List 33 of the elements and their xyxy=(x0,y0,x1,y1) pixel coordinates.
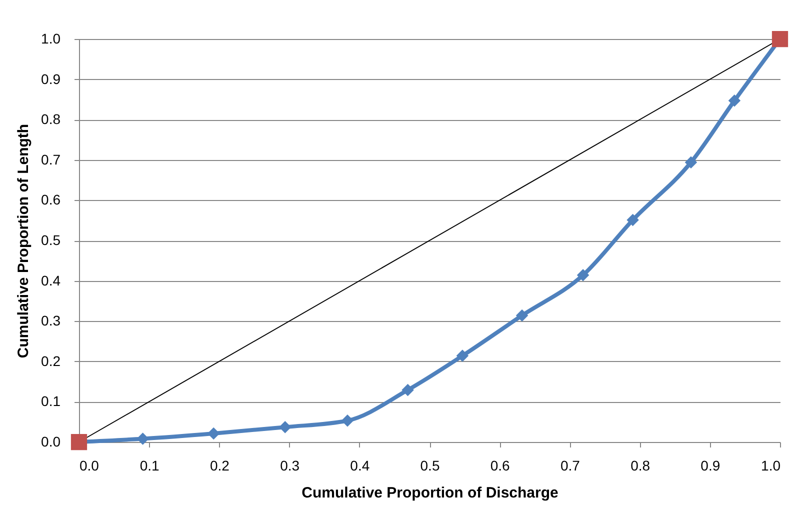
x-tick-label: 0.3 xyxy=(280,458,300,474)
x-tick-label: 0.7 xyxy=(560,458,580,474)
x-tick-label: 0.1 xyxy=(140,458,160,474)
point xyxy=(456,350,469,362)
point xyxy=(576,269,590,282)
y-tick-label: 0.1 xyxy=(41,393,61,410)
x-tick-label: 1.0 xyxy=(761,458,781,474)
point xyxy=(728,94,741,107)
point xyxy=(136,432,149,445)
y-tick-label: 0.7 xyxy=(41,151,61,168)
x-tick-label: 0.5 xyxy=(420,458,440,474)
y-tick-label: 0.5 xyxy=(41,232,61,248)
y-axis-title: Cumulative Proportion of Length xyxy=(15,124,32,358)
point xyxy=(516,309,528,322)
point xyxy=(402,384,414,396)
y-tick-label: 0.8 xyxy=(41,111,61,128)
x-tick-label: 0.9 xyxy=(700,458,720,474)
point xyxy=(341,414,354,427)
x-tick-label: 0.2 xyxy=(210,458,230,474)
x-axis-title: Cumulative Proportion of Discharge xyxy=(302,484,558,502)
y-tick-label: 0.2 xyxy=(41,352,61,369)
y-tick-label: 1.0 xyxy=(41,30,61,46)
point xyxy=(684,156,698,168)
x-tick-label: 0.6 xyxy=(490,458,510,474)
y-tick-label: 0.3 xyxy=(41,312,61,329)
y-tick-label: 0.4 xyxy=(41,272,61,288)
x-tick-label: 0.8 xyxy=(630,458,650,474)
y-tick-label: 0.0 xyxy=(41,434,61,450)
x-tick-label: 0.4 xyxy=(350,458,370,474)
x-tick-label: 0.0 xyxy=(80,458,100,474)
y-tick-label: 0.6 xyxy=(41,192,61,208)
y-tick-label: 0.9 xyxy=(41,70,61,87)
point xyxy=(626,214,639,226)
